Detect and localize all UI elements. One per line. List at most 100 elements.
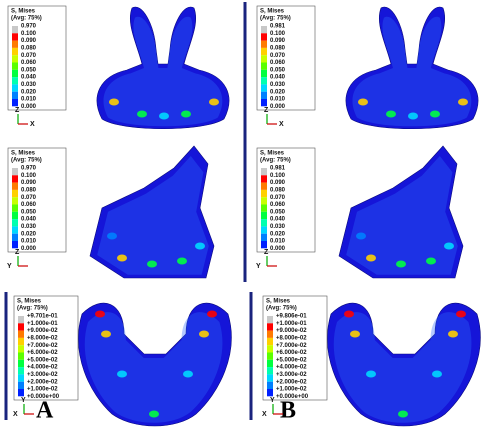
legend-swatch	[267, 352, 273, 360]
legend-swatch	[12, 189, 18, 198]
legend-swatch	[261, 182, 267, 190]
legend-label: 0.060	[270, 60, 286, 66]
legend-label: +3.000e-02	[276, 372, 307, 378]
legend-swatch	[267, 389, 273, 397]
model-highlight	[346, 156, 458, 275]
stress-spot	[448, 330, 458, 338]
legend-label: 0.070	[270, 195, 286, 201]
legend-swatch	[12, 204, 18, 212]
stress-spot	[159, 112, 169, 120]
model-highlight	[103, 16, 223, 127]
legend-swatch	[261, 226, 267, 234]
legend-subtitle: (Avg: 75%)	[266, 306, 297, 312]
stress-spot	[458, 98, 468, 106]
legend-label: 0.020	[21, 89, 37, 95]
legend-label: 0.080	[21, 45, 37, 51]
legend-label: +3.000e-02	[27, 372, 58, 378]
legend-subtitle: (Avg: 75%)	[17, 306, 48, 312]
legend-swatch	[267, 330, 273, 338]
legend-label: 0.050	[270, 67, 286, 73]
legend-label: 0.100	[270, 31, 286, 37]
legend-label: 0.030	[270, 82, 286, 88]
axis-triad: YX	[262, 397, 283, 418]
legend-label: +2.000e-02	[27, 379, 58, 385]
legend-swatch	[261, 69, 267, 78]
stress-spot	[366, 370, 376, 378]
legend-label: +5.000e-02	[276, 357, 307, 363]
legend-swatch	[261, 33, 267, 41]
triad-label: Y	[7, 263, 12, 270]
stress-spot	[149, 410, 159, 418]
legend-swatch	[261, 219, 267, 227]
legend-swatch	[267, 367, 273, 375]
legend-swatch	[267, 381, 273, 389]
legend-label: 0.060	[21, 202, 37, 208]
panel: S, Mises(Avg: 75%) +9.701e-01+1.000e-01+9…	[13, 295, 232, 427]
legend-label: 0.060	[21, 60, 37, 66]
legend-subtitle: (Avg: 75%)	[11, 16, 42, 22]
legend-swatch	[261, 91, 267, 99]
legend-label: 0.080	[270, 45, 286, 51]
triad-label: Y	[270, 397, 275, 404]
legend-title: S, Mises	[11, 151, 36, 157]
legend-label: +7.000e-02	[276, 343, 307, 349]
stress-spot	[456, 310, 466, 318]
legend-swatch	[12, 211, 18, 220]
legend-swatch	[12, 226, 18, 234]
triad-label: X	[279, 121, 284, 128]
legend-swatch	[261, 84, 267, 92]
legend-label: +4.000e-02	[27, 365, 58, 371]
stress-spot	[444, 242, 454, 250]
axis-triad: ZY	[7, 249, 28, 270]
legend-label: 0.030	[270, 224, 286, 230]
legend-title: S, Mises	[260, 151, 285, 157]
legend-swatch	[12, 47, 18, 56]
legend-swatch	[12, 197, 18, 205]
legend-swatch	[267, 374, 273, 382]
stress-spot	[181, 110, 191, 118]
legend-swatch	[261, 99, 267, 107]
legend-label: 0.050	[21, 67, 37, 73]
legend-label: 0.100	[270, 173, 286, 179]
legend-swatch	[12, 91, 18, 99]
legend-swatch	[12, 69, 18, 78]
legend-label: 0.040	[21, 75, 37, 81]
legend-swatch	[261, 55, 267, 63]
legend-swatch	[261, 62, 267, 70]
legend-label: 0.000	[21, 104, 37, 110]
stress-spot	[207, 310, 217, 318]
triad-label: Y	[256, 263, 261, 270]
stress-spot	[209, 98, 219, 106]
legend-swatch	[12, 175, 18, 183]
legend-label: +9.806e-01	[276, 314, 307, 320]
legend-label: 0.090	[21, 180, 37, 186]
legend-subtitle: (Avg: 75%)	[260, 158, 291, 164]
stress-spot	[426, 257, 436, 265]
model-highlight	[333, 312, 472, 423]
stress-spot	[107, 232, 117, 240]
legend-label: +2.000e-02	[276, 379, 307, 385]
legend-label: 0.100	[21, 31, 37, 37]
legend-swatch	[261, 241, 267, 249]
legend-label: 0.000	[270, 246, 286, 252]
stress-spot	[199, 330, 209, 338]
legend-swatch	[12, 26, 18, 34]
stress-spot	[195, 242, 205, 250]
legend-swatch	[12, 40, 18, 48]
legend-box	[262, 295, 328, 401]
legend-box	[13, 295, 79, 401]
legend-swatch	[18, 323, 24, 331]
legend-label: 0.030	[21, 224, 37, 230]
legend-swatch	[18, 345, 24, 353]
axis-triad: ZX	[15, 107, 35, 128]
legend-title: S, Mises	[17, 299, 42, 305]
legend-label: 0.010	[270, 239, 286, 245]
legend-swatch	[267, 345, 273, 353]
legend-label: +0.000e+00	[27, 394, 60, 400]
